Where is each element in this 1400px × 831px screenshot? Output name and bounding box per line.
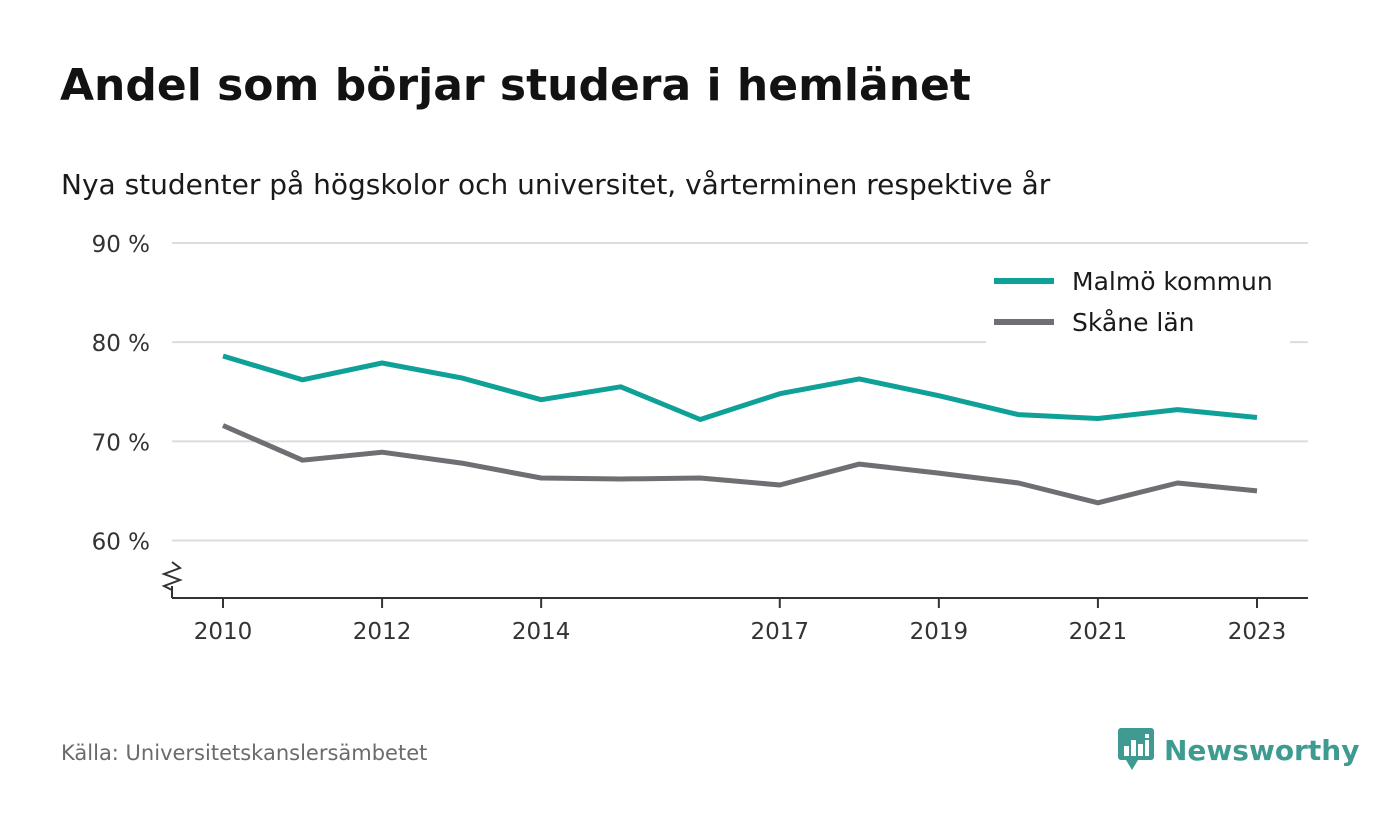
axes xyxy=(161,561,1308,608)
y-tick-label: 90 % xyxy=(92,232,150,258)
legend-label: Malmö kommun xyxy=(1072,267,1273,296)
series-lines xyxy=(221,353,1258,506)
series-line-1 xyxy=(221,423,1258,506)
legend-label: Skåne län xyxy=(1072,308,1195,337)
legend-background xyxy=(986,258,1290,344)
x-tick-label: 2021 xyxy=(1069,619,1128,645)
y-tick-label: 80 % xyxy=(92,331,150,357)
x-tick-labels: 2010 2012 2014 2017 2019 2021 2023 xyxy=(194,619,1287,645)
y-tick-labels: 60 % 70 % 80 % 90 % xyxy=(92,232,150,555)
brand-logo: Newsworthy xyxy=(1118,728,1359,772)
x-tick-label: 2023 xyxy=(1228,619,1287,645)
x-tick-label: 2012 xyxy=(353,619,412,645)
x-tick-label: 2019 xyxy=(910,619,969,645)
chart-subtitle: Nya studenter på högskolor och universit… xyxy=(61,168,1051,201)
brand-name: Newsworthy xyxy=(1164,733,1360,767)
axis-break-icon xyxy=(161,561,183,591)
x-tick-label: 2010 xyxy=(194,619,253,645)
series-line-0 xyxy=(222,353,1258,422)
source-note: Källa: Universitetskanslersämbetet xyxy=(61,741,428,765)
bar-chart-speech-bubble-icon xyxy=(1118,728,1154,770)
x-tick-label: 2014 xyxy=(512,619,571,645)
legend: Malmö kommun Skåne län xyxy=(986,258,1290,344)
line-chart: 60 % 70 % 80 % 90 % 2010 2012 2014 2017 2019 202… xyxy=(92,232,1308,645)
x-tick-label: 2017 xyxy=(750,619,809,645)
y-tick-label: 70 % xyxy=(92,430,150,456)
chart-title: Andel som börjar studera i hemlänet xyxy=(60,60,971,111)
y-tick-label: 60 % xyxy=(92,529,150,555)
